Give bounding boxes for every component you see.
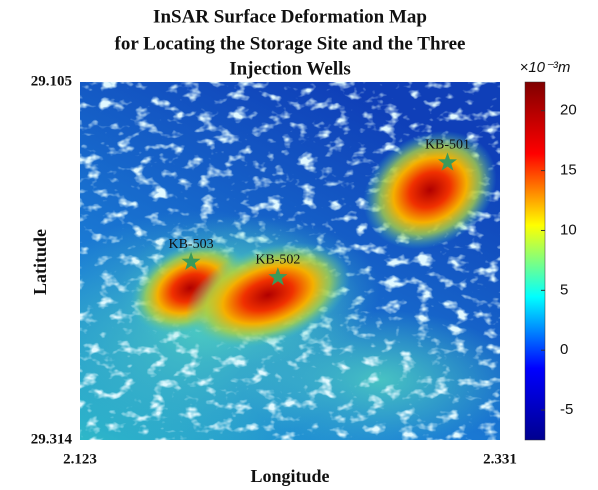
chart: InSAR Surface Deformation Map for Locati… [0,0,598,490]
y-tick-label: 29.314 [31,431,73,447]
well-label: KB-503 [168,237,213,252]
title: InSAR Surface Deformation Map for Locati… [115,6,466,79]
y-tick-label: 29.105 [31,73,72,89]
y-axis-label: Latitude [30,229,50,295]
well-label: KB-501 [425,138,470,153]
x-tick-label: 2.331 [483,451,517,467]
title-line: Injection Wells [229,58,351,79]
colorbar-tick-label: 20 [560,102,577,119]
colorbar [525,82,545,440]
colorbar-tick-label: -5 [560,401,573,418]
colorbar-tick-label: 0 [560,341,568,358]
colorbar-label: ×10⁻³m [520,59,571,76]
well-label: KB-502 [255,252,300,267]
colorbar-tick-label: 5 [560,281,568,298]
title-line: InSAR Surface Deformation Map [153,6,427,27]
x-axis-label: Longitude [250,466,329,486]
colorbar-tick-label: 15 [560,162,577,179]
x-tick-label: 2.123 [63,451,97,467]
title-line: for Locating the Storage Site and the Th… [115,33,466,54]
colorbar-tick-label: 10 [560,221,577,238]
